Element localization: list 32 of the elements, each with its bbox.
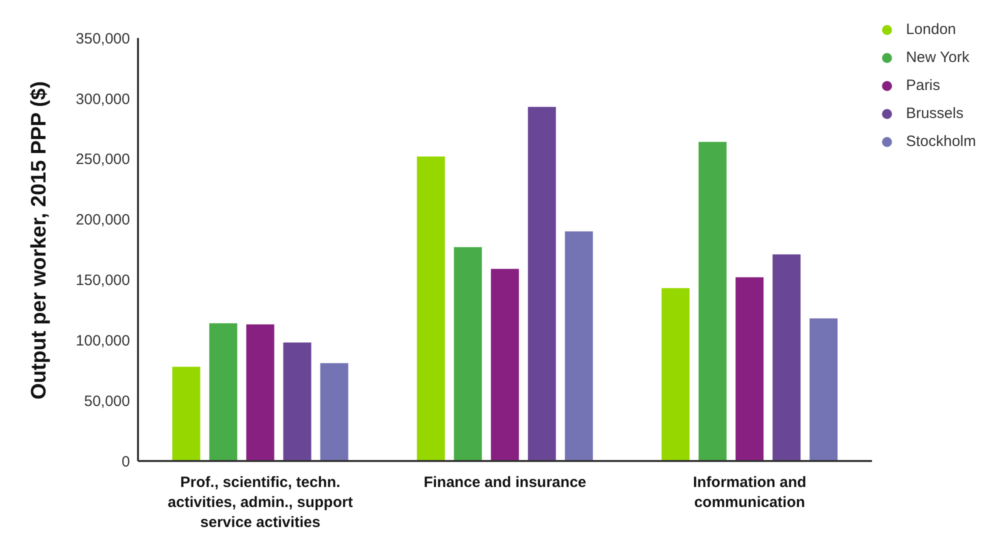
bar xyxy=(772,254,801,461)
y-tick-label: 200,000 xyxy=(76,212,130,229)
x-tick-label: Prof., scientific, techn. activities, admin., support service activities xyxy=(168,474,353,531)
y-tick-label: 100,000 xyxy=(76,332,130,350)
y-axis-title: Output per worker, 2015 PPP ($) xyxy=(27,81,50,400)
y-tick-label: 0 xyxy=(122,453,130,470)
legend-label: Brussels xyxy=(906,104,964,124)
bar xyxy=(416,156,445,461)
legend-label: Stockholm xyxy=(906,132,976,152)
bar xyxy=(490,268,519,461)
bar xyxy=(454,247,482,461)
x-tick-label: Information and communication xyxy=(692,474,806,511)
bar xyxy=(698,142,727,461)
x-tick-label: Finance and insurance xyxy=(424,474,586,491)
bar xyxy=(209,323,238,461)
bar xyxy=(736,277,764,461)
bar xyxy=(320,363,348,461)
bar xyxy=(172,366,200,461)
y-tick-label: 50,000 xyxy=(84,392,130,410)
bar xyxy=(564,231,593,461)
bar xyxy=(662,288,690,461)
y-tick-label: 300,000 xyxy=(76,90,130,108)
legend-label: Paris xyxy=(906,76,940,96)
y-tick-label: 350,000 xyxy=(76,30,130,48)
bar xyxy=(283,342,312,461)
legend-label: New York xyxy=(906,48,970,68)
legend-label: London xyxy=(906,20,956,40)
bar xyxy=(528,106,556,461)
bar xyxy=(810,318,838,461)
y-tick-label: 250,000 xyxy=(76,151,130,168)
bar xyxy=(246,324,274,461)
y-tick-label: 150,000 xyxy=(76,272,130,290)
